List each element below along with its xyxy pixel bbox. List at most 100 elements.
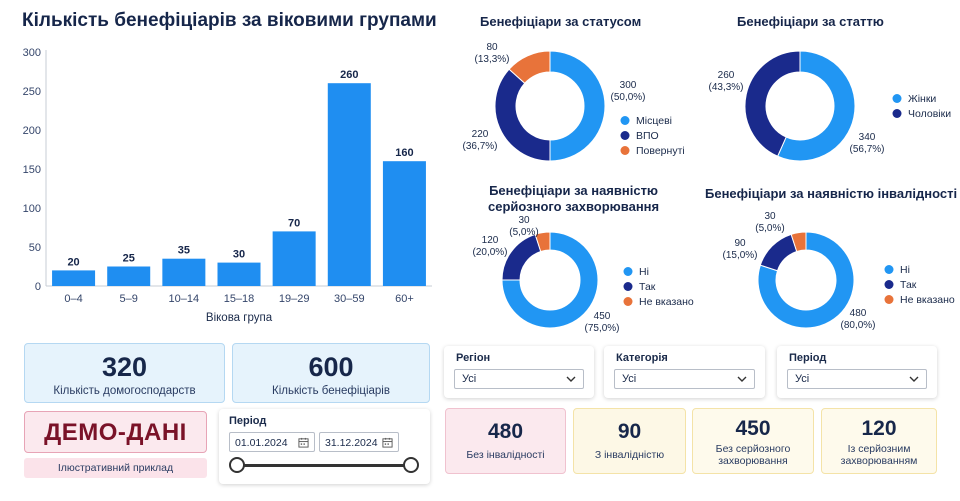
- region-filter-card: Регіон Усі: [444, 346, 594, 398]
- legend-label[interactable]: Ні: [639, 266, 649, 278]
- donut-slice[interactable]: [776, 50, 856, 162]
- status-donut-chart: 80(13,3%) 300(50,0%) 220(36,7%) Місцеві ВПО П…: [462, 42, 685, 162]
- legend-label[interactable]: Чоловіки: [908, 108, 951, 120]
- period-filter-label: Період: [789, 352, 827, 364]
- bar-value-label: 30: [233, 249, 245, 261]
- legend-dot: [884, 295, 894, 304]
- slider-end-handle[interactable]: [403, 457, 419, 473]
- demo-text: ДЕМО-ДАНІ: [44, 419, 187, 446]
- legend-dot: [892, 109, 902, 118]
- y-tick-label: 200: [23, 125, 41, 137]
- x-tick-label: 0–4: [64, 293, 82, 305]
- disease-chart-title-line1: Бенефіціари за наявністю: [489, 183, 659, 198]
- legend-dot: [892, 94, 902, 103]
- with-disability-label: З інвалідністю: [594, 449, 665, 461]
- donut-slice[interactable]: [759, 233, 798, 272]
- bar[interactable]: [327, 83, 371, 286]
- no-disability-value: 480: [487, 420, 524, 443]
- bar[interactable]: [162, 258, 206, 286]
- donut-slice[interactable]: [790, 231, 807, 253]
- donut-slice[interactable]: [744, 50, 801, 157]
- donut-data-label: 450: [594, 311, 611, 322]
- calendar-icon[interactable]: [298, 437, 309, 448]
- x-axis-title: Вікова група: [206, 312, 273, 324]
- legend-label[interactable]: Так: [639, 281, 656, 293]
- donut-data-label: (15,0%): [722, 250, 757, 261]
- beneficiaries-value: 600: [308, 352, 354, 382]
- donut-data-label: 120: [482, 235, 499, 246]
- legend-label[interactable]: Ні: [900, 264, 910, 276]
- donut-data-label: 340: [859, 132, 876, 143]
- legend-dot: [623, 267, 633, 276]
- chevron-down-icon[interactable]: [565, 373, 577, 385]
- end-date-input[interactable]: 31.12.2024: [319, 432, 399, 452]
- gender-chart-title: Бенефіціари за статтю: [737, 14, 884, 29]
- donut-data-label: (50,0%): [610, 92, 645, 103]
- disease-chart-title-line2: серйозного захворювання: [488, 199, 660, 214]
- donut-data-label: (56,7%): [849, 144, 884, 155]
- legend-dot: [620, 146, 630, 155]
- region-select[interactable]: Усі: [454, 369, 584, 389]
- category-filter-card: Категорія Усі: [604, 346, 765, 398]
- bar-chart-title: Кількість бенефіціарів за віковими група…: [22, 10, 437, 31]
- donut-slice[interactable]: [757, 231, 855, 329]
- donut-slice[interactable]: [501, 231, 599, 329]
- legend-label[interactable]: Повернуті: [636, 145, 685, 157]
- date-range-slider-track[interactable]: [237, 464, 412, 467]
- region-select-value: Усі: [462, 373, 477, 385]
- legend-dot: [884, 265, 894, 274]
- donut-data-label: 80: [486, 42, 498, 53]
- start-date-input[interactable]: 01.01.2024: [229, 432, 315, 452]
- donut-data-label: (5,0%): [509, 227, 538, 238]
- calendar-icon[interactable]: [382, 437, 393, 448]
- chevron-down-icon[interactable]: [908, 373, 920, 385]
- donut-slice[interactable]: [494, 68, 551, 162]
- legend-dot: [620, 116, 630, 125]
- legend-label[interactable]: Жінки: [908, 93, 936, 105]
- bar-value-label: 20: [67, 256, 79, 268]
- with-disease-label: Із серйозним захворюванням: [840, 443, 918, 467]
- donut-data-label: (5,0%): [755, 223, 784, 234]
- donut-data-label: (20,0%): [472, 247, 507, 258]
- period-select[interactable]: Усі: [787, 369, 927, 389]
- no-disease-kpi-card: 450 Без серйозного захворювання: [692, 408, 814, 474]
- period-date-range-card: Період 01.01.2024 31.12.2024: [219, 409, 430, 484]
- status-chart-title: Бенефіціари за статусом: [480, 14, 642, 29]
- chevron-down-icon[interactable]: [736, 373, 748, 385]
- no-disability-label: Без інвалідності: [466, 449, 545, 461]
- disease-donut-chart: 30(5,0%) 120(20,0%) 450(75,0%) Ні Так Не вказ…: [472, 215, 694, 334]
- with-disability-kpi-card: 90 З інвалідністю: [573, 408, 686, 474]
- donut-slice[interactable]: [508, 50, 551, 84]
- disability-donut-chart: 30(5,0%) 90(15,0%) 480(80,0%) Ні Так Не вказа…: [722, 211, 955, 331]
- bar[interactable]: [382, 161, 426, 286]
- category-select[interactable]: Усі: [614, 369, 755, 389]
- bar[interactable]: [217, 262, 261, 286]
- households-kpi-card: 320 Кількість домогосподарств: [24, 343, 225, 403]
- legend-label[interactable]: Не вказано: [639, 296, 694, 308]
- bar[interactable]: [52, 270, 96, 286]
- bar[interactable]: [107, 266, 151, 287]
- legend-label[interactable]: Так: [900, 279, 917, 291]
- disease-chart-title: Бенефіціари за наявністю серйозного захв…: [488, 183, 659, 215]
- y-tick-label: 0: [35, 281, 41, 293]
- age-group-bar-chart: 0 50 100 150 200 250 300 20 0–4 25 5–9 35 10–14 30 15–…: [23, 47, 432, 324]
- period-label: Період: [229, 415, 267, 427]
- legend-dot: [623, 297, 633, 306]
- bar-value-label: 70: [288, 217, 300, 229]
- legend-label[interactable]: Не вказано: [900, 294, 955, 306]
- demo-badge: ДЕМО-ДАНІ: [24, 411, 207, 453]
- bar-value-label: 35: [178, 245, 190, 257]
- x-tick-label: 60+: [395, 293, 414, 305]
- slider-start-handle[interactable]: [229, 457, 245, 473]
- bar[interactable]: [272, 231, 316, 286]
- donut-slice[interactable]: [549, 50, 606, 162]
- legend-label[interactable]: Місцеві: [636, 115, 672, 127]
- x-tick-label: 15–18: [224, 293, 255, 305]
- y-tick-label: 250: [23, 86, 41, 98]
- legend-label[interactable]: ВПО: [636, 130, 659, 142]
- start-date-value: 01.01.2024: [235, 437, 288, 449]
- bar-value-label: 160: [395, 147, 413, 159]
- donut-data-label: (43,3%): [708, 82, 743, 93]
- donut-slice[interactable]: [534, 231, 551, 253]
- donut-slice[interactable]: [501, 233, 542, 281]
